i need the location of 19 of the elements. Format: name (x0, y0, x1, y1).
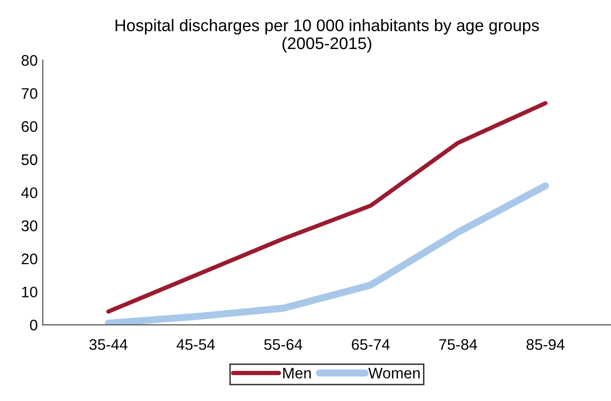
x-tick-label: 45-54 (176, 339, 215, 350)
legend-label: Women (368, 368, 420, 378)
y-tick-label: 0 (30, 320, 38, 330)
x-tick-label: 65-74 (352, 339, 390, 350)
y-tick-label: 50 (22, 154, 38, 166)
x-tick-label: 35-44 (89, 339, 128, 350)
y-tick-label: 70 (22, 88, 38, 99)
line-series (106, 101, 548, 314)
y-tick-label: 60 (22, 121, 38, 132)
chart-title: Hospital discharges per 10 000 inhabitants by age groups (2005-2015) (116, 19, 539, 52)
x-tick-label: 85-94 (526, 339, 565, 350)
y-tick-label: 10 (22, 286, 38, 298)
y-tick-label: 30 (22, 220, 38, 232)
y-tick-label: 40 (21, 187, 38, 198)
x-tick-label: 75-84 (439, 339, 478, 350)
legend-label: Men (283, 368, 311, 378)
y-tick-label: 80 (22, 55, 38, 66)
x-tick-label: 55-64 (264, 339, 302, 350)
y-tick-label: 20 (22, 254, 38, 264)
